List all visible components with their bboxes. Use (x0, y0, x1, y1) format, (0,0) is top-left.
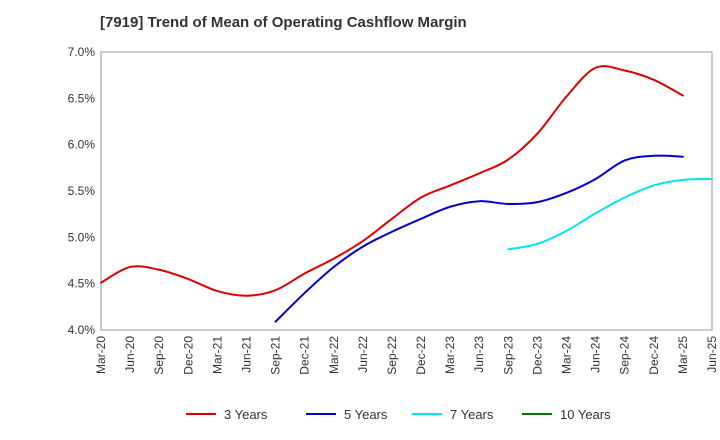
x-tick-label: Dec-24 (647, 336, 661, 375)
x-tick-label: Sep-23 (501, 336, 515, 375)
y-tick-label: 4.5% (68, 277, 96, 291)
x-tick-label: Jun-24 (589, 336, 603, 373)
x-tick-label: Mar-25 (676, 336, 690, 374)
legend-label: 3 Years (224, 407, 268, 422)
x-tick-label: Sep-22 (385, 336, 399, 375)
x-tick-label: Jun-23 (472, 336, 486, 373)
x-tick-label: Jun-25 (705, 336, 719, 373)
legend-item-10-years: 10 Years (522, 407, 611, 422)
x-tick-label: Sep-20 (152, 336, 166, 375)
x-tick-label: Mar-21 (210, 336, 224, 374)
x-tick-label: Mar-22 (327, 336, 341, 374)
y-tick-label: 5.0% (68, 230, 96, 244)
legend-label: 7 Years (450, 407, 494, 422)
x-tick-label: Mar-24 (560, 336, 574, 374)
legend: 3 Years 5 Years 7 Years 10 Years (186, 407, 611, 422)
x-tick-label: Dec-23 (530, 336, 544, 375)
y-tick-label: 4.0% (68, 323, 96, 337)
x-tick-label: Jun-21 (239, 336, 253, 373)
y-tick-label: 5.5% (68, 184, 96, 198)
series-lines (100, 65, 713, 323)
x-tick-label: Mar-23 (443, 336, 457, 374)
legend-label: 5 Years (344, 407, 388, 422)
x-tick-label: Jun-20 (123, 336, 137, 373)
chart-title: [7919] Trend of Mean of Operating Cashfl… (100, 14, 467, 31)
legend-item-3-years: 3 Years (186, 407, 268, 422)
series-line-3-years (100, 65, 684, 297)
legend-item-7-years: 7 Years (412, 407, 494, 422)
series-line-7-years (507, 177, 713, 251)
x-tick-label: Sep-24 (618, 336, 632, 375)
y-tick-label: 7.0% (68, 45, 96, 59)
y-tick-label: 6.0% (68, 138, 96, 152)
x-tick-label: Dec-22 (414, 336, 428, 375)
series-line-5-years (274, 154, 684, 323)
x-tick-label: Dec-20 (181, 336, 195, 375)
axes: 4.0% 4.5% 5.0% 5.5% 6.0% 6.5% 7.0% Mar-20 Jun-20… (68, 45, 719, 375)
x-tick-label: Sep-21 (269, 336, 283, 375)
plot-frame (100, 51, 713, 331)
x-tick-label: Dec-21 (298, 336, 312, 375)
legend-item-5-years: 5 Years (306, 407, 388, 422)
x-tick-label: Jun-22 (356, 336, 370, 373)
x-tick-label: Mar-20 (94, 336, 108, 374)
legend-label: 10 Years (560, 407, 611, 422)
y-tick-label: 6.5% (68, 91, 96, 105)
